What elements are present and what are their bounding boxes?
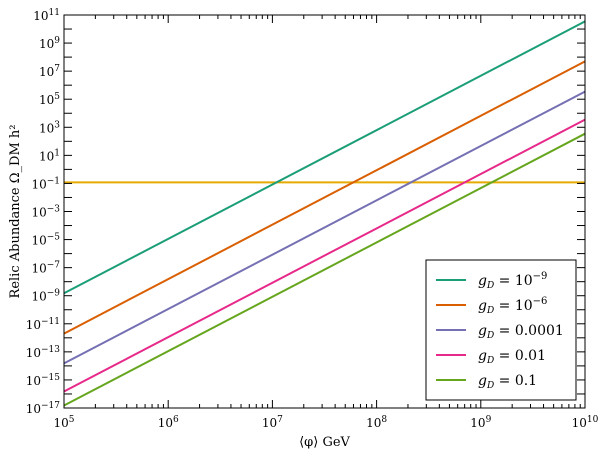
y-tick-label-14: 1011 bbox=[33, 8, 60, 23]
x-tick-label-5: 1010 bbox=[572, 415, 599, 430]
y-axis-label: Relic Abundance Ω_DM h² bbox=[8, 125, 23, 299]
legend-label-1: gD = 10−9 bbox=[478, 271, 547, 291]
x-tick-label-0: 105 bbox=[53, 415, 74, 430]
series-line-2 bbox=[64, 60, 585, 335]
y-tick-label-11: 105 bbox=[39, 92, 60, 107]
series-line-3 bbox=[64, 90, 585, 365]
legend-label-4: gD = 0.01 bbox=[478, 348, 546, 366]
axis-tick-labels: 105 106 107 108 109 1010 10−17 10−15 10−13 10−11 1… bbox=[26, 8, 599, 430]
y-tick-label-12: 107 bbox=[39, 64, 60, 79]
y-tick-label-3: 10−11 bbox=[26, 317, 60, 332]
plot-frame bbox=[63, 14, 586, 409]
legend-label-3: gD = 0.0001 bbox=[478, 323, 564, 341]
y-tick-label-6: 10−5 bbox=[31, 233, 60, 248]
y-tick-label-9: 101 bbox=[39, 148, 60, 163]
legend: gD = 10−9 gD = 10−6 gD = 0.0001 gD = 0.01 gD… bbox=[425, 259, 577, 401]
legend-label-5: gD = 0.1 bbox=[478, 373, 537, 391]
x-axis-label: ⟨φ⟩ GeV bbox=[299, 435, 350, 450]
y-tick-label-5: 10−7 bbox=[31, 261, 60, 276]
series-line-1 bbox=[64, 20, 585, 295]
y-tick-label-1: 10−15 bbox=[26, 373, 61, 388]
plot-area bbox=[64, 20, 585, 407]
x-tick-label-4: 109 bbox=[470, 415, 491, 430]
x-tick-label-3: 108 bbox=[366, 415, 387, 430]
axis-ticks bbox=[63, 14, 586, 409]
y-tick-label-7: 10−3 bbox=[31, 205, 60, 220]
y-tick-label-8: 10−1 bbox=[31, 176, 60, 191]
y-tick-label-2: 10−13 bbox=[26, 345, 61, 360]
y-tick-label-10: 103 bbox=[39, 120, 60, 135]
legend-label-2: gD = 10−6 bbox=[478, 296, 547, 316]
y-tick-label-4: 10−9 bbox=[31, 289, 60, 304]
series-line-4 bbox=[64, 118, 585, 393]
x-tick-label-1: 106 bbox=[158, 415, 179, 430]
x-tick-label-2: 107 bbox=[262, 415, 283, 430]
series-line-5 bbox=[64, 132, 585, 407]
y-tick-label-0: 10−17 bbox=[26, 401, 61, 416]
y-tick-label-13: 109 bbox=[39, 36, 60, 51]
